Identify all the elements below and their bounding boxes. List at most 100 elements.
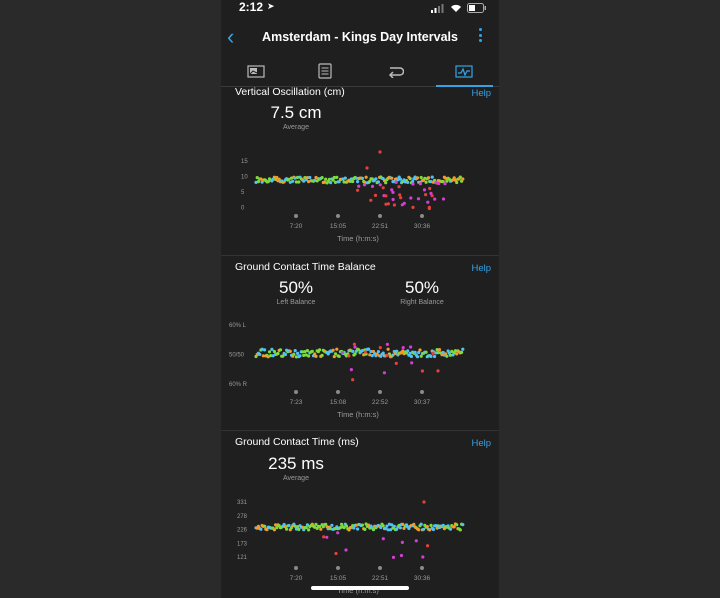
gct-balance-data-point xyxy=(351,378,355,382)
gct-balance-data-point xyxy=(307,354,311,358)
more-options-icon[interactable] xyxy=(479,28,483,45)
gct-balance-data-point xyxy=(435,348,439,352)
vertical-oscillation-data-point xyxy=(397,185,401,189)
gct-balance-data-point xyxy=(352,342,356,346)
vertical-oscillation-data-point xyxy=(294,180,298,184)
gct-data-point xyxy=(401,522,405,526)
tab-summary[interactable] xyxy=(221,56,291,86)
gct-balance-data-point xyxy=(363,350,368,354)
gct-data-point xyxy=(304,526,308,530)
vertical-oscillation-data-point xyxy=(422,188,427,192)
gct-data-point xyxy=(392,524,396,528)
gct-data-point xyxy=(417,528,421,532)
gct-data-point xyxy=(318,525,322,529)
vertical-oscillation-data-point xyxy=(419,175,423,180)
gct-data-point xyxy=(391,555,396,559)
vertical-oscillation-data-point xyxy=(391,190,395,194)
gct-data-point xyxy=(461,523,465,527)
right-balance-label: Right Balance xyxy=(400,299,444,306)
gct-data-point xyxy=(334,551,338,556)
back-chevron-icon[interactable]: ‹ xyxy=(227,24,235,49)
gct-data-point xyxy=(285,527,289,531)
tab-details[interactable] xyxy=(291,56,361,86)
vertical-oscillation-x-tick-dot xyxy=(294,214,298,218)
gct-balance-data-point xyxy=(261,354,265,358)
vertical-oscillation-x-tick-label: 7:20 xyxy=(290,223,303,230)
gct-balance-y-tick-label: 60% R xyxy=(229,382,248,388)
gct-title: Ground Contact Time (ms) xyxy=(235,436,359,448)
gct-balance-help-link[interactable]: Help xyxy=(471,263,491,274)
gct-balance-data-point xyxy=(288,349,292,353)
vertical-oscillation-data-point xyxy=(308,175,312,180)
gct-balance-data-point xyxy=(278,348,283,352)
gct-balance-data-point xyxy=(269,354,273,358)
vertical-oscillation-data-point xyxy=(396,178,400,182)
gct-data-point xyxy=(363,527,367,531)
vertical-oscillation-data-point xyxy=(324,177,328,181)
gct-balance-data-point xyxy=(429,354,433,358)
gct-data-point xyxy=(387,522,391,526)
gct-data-point xyxy=(296,525,300,529)
gct-data-point xyxy=(338,526,342,530)
gct-balance-data-point xyxy=(378,346,382,350)
vertical-oscillation-data-point xyxy=(275,175,279,180)
vertical-oscillation-average-value: 7.5 cm xyxy=(270,103,322,122)
vertical-oscillation-data-point xyxy=(332,175,336,180)
gct-balance-data-point xyxy=(263,348,267,352)
vertical-oscillation-data-point xyxy=(376,180,380,184)
gct-data-point xyxy=(360,523,364,527)
gct-data-point xyxy=(283,525,287,529)
vertical-oscillation-data-point xyxy=(320,176,324,180)
gct-average-value: 235 ms xyxy=(268,454,324,473)
gct-data-point xyxy=(441,523,445,527)
vertical-oscillation-data-point xyxy=(408,177,412,181)
vertical-oscillation-average-label: Average xyxy=(283,124,309,131)
gct-data-point xyxy=(421,555,425,559)
left-balance-label: Left Balance xyxy=(276,299,316,306)
gct-balance-data-point xyxy=(267,350,272,354)
vertical-oscillation-data-point xyxy=(259,177,263,181)
vertical-oscillation-data-point xyxy=(360,176,364,180)
gct-help-link[interactable]: Help xyxy=(471,438,491,449)
vertical-oscillation-data-point xyxy=(424,180,428,184)
vertical-oscillation-data-point xyxy=(429,180,433,184)
vertical-oscillation-data-point xyxy=(411,180,415,184)
vertical-oscillation-data-point xyxy=(349,177,353,181)
gct-balance-data-point xyxy=(260,347,264,351)
vertical-oscillation-data-point xyxy=(313,178,317,182)
gct-balance-data-point xyxy=(415,355,420,359)
gct-data-point xyxy=(384,526,388,531)
vertical-oscillation-data-point xyxy=(314,175,318,180)
gct-data-point xyxy=(386,528,390,532)
gct-balance-data-point xyxy=(353,345,357,349)
gct-balance-data-point xyxy=(351,349,355,353)
gct-balance-data-point xyxy=(386,347,390,351)
vertical-oscillation-data-point xyxy=(384,181,388,185)
tab-laps[interactable] xyxy=(360,56,430,86)
gct-x-tick-dot xyxy=(420,566,424,570)
battery-icon xyxy=(467,3,486,13)
gct-balance-data-point xyxy=(320,353,324,357)
gct-x-tick-label: 15:05 xyxy=(330,575,347,582)
gct-balance-data-point xyxy=(413,350,417,354)
gct-x-tick-dot xyxy=(378,566,382,570)
tab-charts[interactable] xyxy=(430,56,500,87)
gct-data-point xyxy=(352,526,356,530)
vertical-oscillation-data-point xyxy=(415,176,420,180)
gct-balance-data-point xyxy=(293,349,297,353)
gct-balance-data-point xyxy=(340,351,344,355)
vertical-oscillation-data-point xyxy=(348,179,352,183)
gct-balance-data-point xyxy=(410,361,414,365)
gct-balance-x-tick-label: 7:23 xyxy=(290,399,303,406)
vertical-oscillation-data-point xyxy=(343,176,347,180)
gct-data-point xyxy=(307,528,311,532)
vertical-oscillation-data-point xyxy=(289,176,294,180)
gct-data-point xyxy=(265,528,269,532)
vertical-oscillation-help-link[interactable]: Help xyxy=(471,88,491,99)
gct-data-point xyxy=(340,522,344,526)
home-indicator[interactable] xyxy=(311,586,409,590)
gct-data-point xyxy=(322,535,326,539)
gct-data-point xyxy=(448,527,453,531)
gct-data-point xyxy=(313,525,317,529)
gct-data-point xyxy=(400,540,404,544)
